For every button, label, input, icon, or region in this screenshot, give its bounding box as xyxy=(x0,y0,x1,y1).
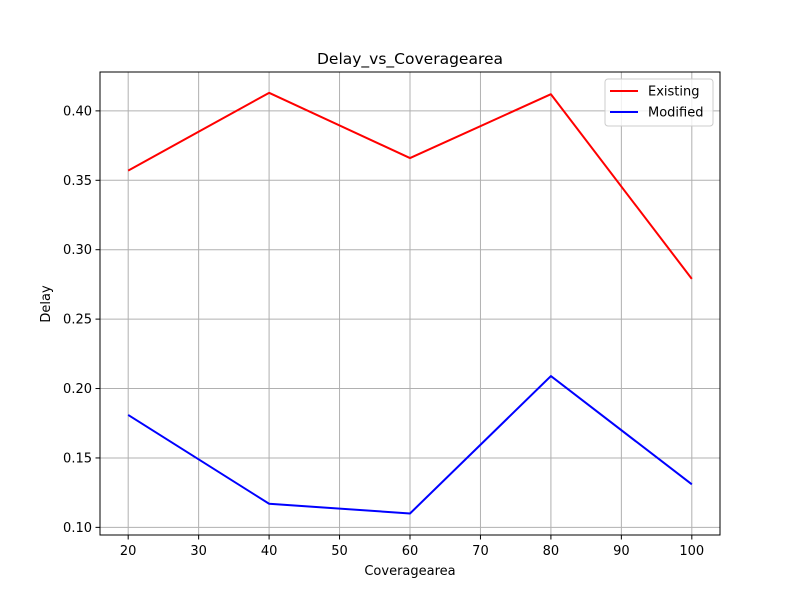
legend-label-existing: Existing xyxy=(648,85,700,100)
y-tick-label: 0.15 xyxy=(63,451,92,466)
y-tick-label: 0.20 xyxy=(63,382,92,397)
x-axis-ticks: 20 30 40 50 60 70 80 90 100 xyxy=(120,535,704,559)
chart-title: Delay_vs_Coveragearea xyxy=(317,50,503,69)
y-tick-label: 0.35 xyxy=(63,174,92,189)
legend-label-modified: Modified xyxy=(648,106,703,121)
x-tick-label: 70 xyxy=(472,544,489,559)
x-tick-label: 80 xyxy=(543,544,560,559)
grid xyxy=(100,72,720,535)
y-tick-label: 0.30 xyxy=(63,243,92,258)
y-tick-label: 0.40 xyxy=(63,104,92,119)
series-lines xyxy=(127,91,693,515)
x-tick-label: 40 xyxy=(261,544,278,559)
series-line-modified xyxy=(127,375,693,515)
x-tick-label: 20 xyxy=(120,544,137,559)
x-tick-label: 30 xyxy=(190,544,207,559)
y-tick-label: 0.10 xyxy=(63,521,92,536)
y-axis-label: Delay xyxy=(39,285,54,323)
x-tick-label: 100 xyxy=(679,544,704,559)
y-axis-ticks: 0.10 0.15 0.20 0.25 0.30 0.35 0.40 xyxy=(63,104,100,536)
y-tick-label: 0.25 xyxy=(63,313,92,328)
legend: Existing Modified xyxy=(604,78,714,127)
x-axis-label: Coveragearea xyxy=(364,564,455,579)
series-line-existing xyxy=(127,91,693,280)
x-tick-label: 90 xyxy=(613,544,630,559)
x-tick-label: 60 xyxy=(402,544,419,559)
x-tick-label: 50 xyxy=(331,544,348,559)
